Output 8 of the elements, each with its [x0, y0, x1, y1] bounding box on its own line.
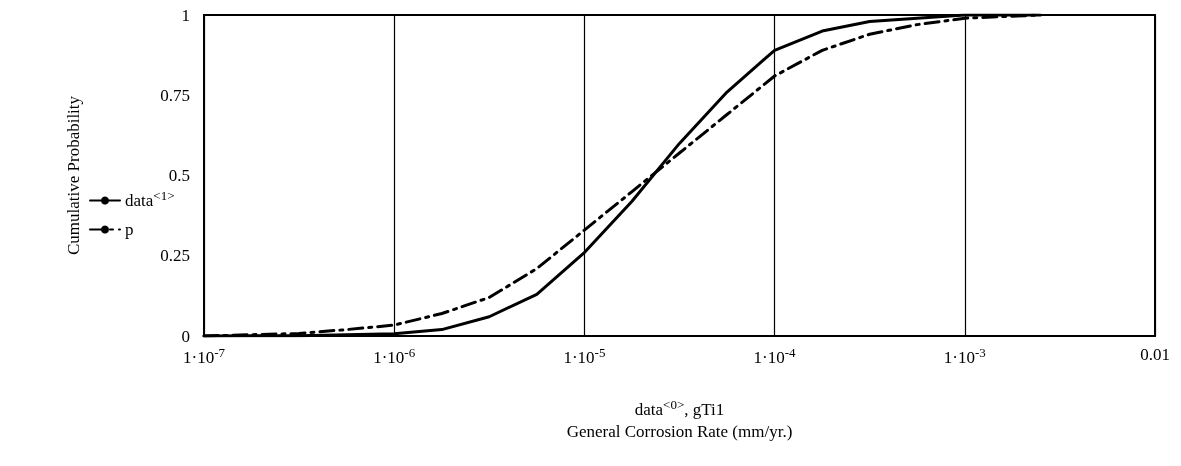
y-axis-title: Cumulative Probability — [63, 95, 83, 256]
y-tick-label: 0.75 — [160, 85, 190, 105]
legend-label: p — [125, 220, 134, 239]
y-tick-label: 0.5 — [168, 166, 190, 185]
x-tick-label: 0.01 — [1140, 345, 1170, 364]
y-tick-label: 1 — [181, 5, 190, 25]
y-tick-label: 0.25 — [160, 246, 190, 266]
y-tick-label: 0 — [181, 326, 190, 346]
